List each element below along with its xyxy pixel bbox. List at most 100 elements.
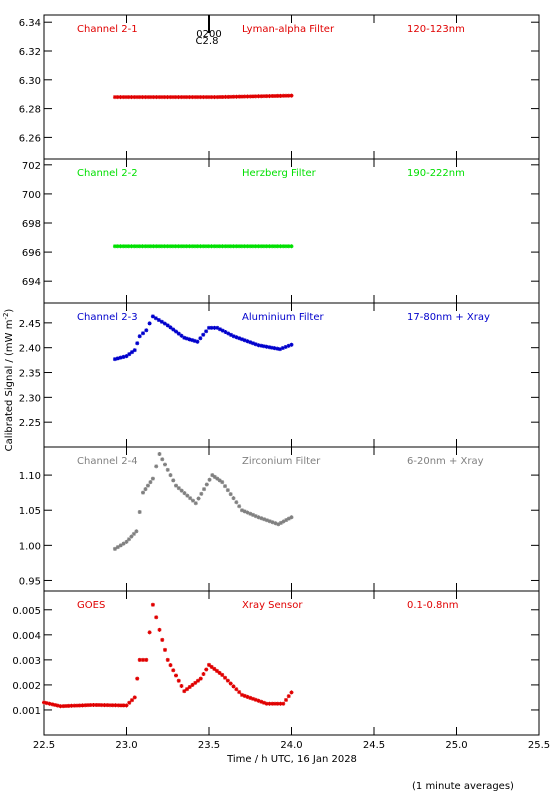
data-point: [289, 690, 294, 695]
data-point: [64, 703, 68, 708]
data-point: [50, 702, 55, 707]
data-point: [237, 504, 242, 509]
data-point: [118, 95, 123, 100]
data-point: [126, 244, 131, 249]
data-point: [250, 244, 255, 249]
data-point: [124, 539, 129, 544]
data-point: [264, 518, 269, 523]
data-point: [248, 244, 253, 249]
data-point: [61, 704, 66, 709]
data-point: [225, 678, 230, 683]
data-point: [270, 94, 275, 99]
data-point: [144, 328, 149, 333]
data-point: [168, 663, 173, 668]
data-point: [286, 516, 291, 521]
data-point: [196, 496, 201, 501]
data-point: [198, 244, 203, 249]
y-axis-label: Calibrated Signal / (mW m-2): [2, 309, 15, 452]
data-point: [212, 95, 217, 100]
data-point: [156, 317, 161, 322]
data-point: [198, 676, 203, 681]
data-point: [143, 487, 148, 492]
channel-label: Channel 2-2: [77, 168, 138, 179]
channel-label: Channel 2-4: [77, 456, 138, 467]
data-point: [154, 95, 159, 100]
filter-label: Aluminium Filter: [242, 312, 325, 323]
data-point: [143, 244, 148, 249]
data-point: [289, 244, 294, 249]
data-point: [223, 94, 228, 99]
data-point: [105, 703, 110, 708]
data-point: [215, 244, 220, 249]
data-point: [278, 93, 283, 98]
data-point: [121, 703, 126, 708]
data-point: [204, 95, 209, 100]
data-point: [198, 95, 203, 100]
data-point: [190, 244, 195, 249]
data-point: [132, 348, 137, 353]
data-point: [112, 546, 117, 551]
data-point: [80, 703, 85, 708]
data-point: [289, 93, 294, 98]
data-point: [275, 244, 280, 249]
data-point: [168, 325, 173, 330]
data-point: [179, 244, 184, 249]
data-point: [190, 498, 195, 503]
data-point: [148, 95, 153, 100]
data-point: [196, 678, 200, 683]
data-point: [135, 676, 140, 681]
channel-label: Channel 2-1: [77, 24, 138, 35]
data-point: [75, 703, 79, 708]
data-point: [182, 689, 187, 694]
data-point: [220, 94, 225, 99]
data-point: [127, 352, 132, 357]
data-point: [121, 244, 126, 249]
data-point: [223, 244, 228, 249]
data-point: [154, 244, 159, 249]
data-point: [273, 93, 277, 98]
data-point: [281, 93, 286, 98]
data-point: [278, 701, 283, 706]
y-tick-label: 2.30: [19, 393, 41, 404]
data-point: [187, 685, 192, 689]
data-point: [209, 244, 214, 249]
data-point: [207, 662, 211, 667]
data-point: [217, 478, 222, 483]
data-point: [184, 336, 189, 341]
data-point: [192, 338, 197, 343]
data-point: [275, 346, 280, 351]
panel-frame: [43, 302, 540, 448]
data-point: [264, 244, 269, 249]
data-point: [202, 487, 207, 492]
data-point: [168, 95, 173, 100]
data-point: [289, 342, 294, 347]
data-point: [234, 500, 239, 505]
data-point: [141, 490, 145, 495]
data-point: [234, 687, 239, 692]
data-point: [171, 95, 176, 100]
data-point: [248, 511, 253, 516]
data-point: [146, 244, 151, 249]
x-axis-label: Time / h UTC, 16 Jan 2028: [226, 754, 357, 765]
data-point: [72, 703, 77, 708]
data-point: [270, 244, 275, 249]
data-point: [253, 244, 258, 249]
data-point: [267, 701, 272, 706]
data-point: [283, 344, 288, 349]
data-point: [229, 94, 233, 99]
data-point: [281, 244, 286, 249]
x-tick-label: 22.5: [33, 740, 55, 751]
panel-4: 0.95 1.00 1.05 1.10 Channel 2-4 Zirconium Fil…: [19, 446, 540, 592]
y-tick-label: 0.005: [12, 606, 41, 617]
data-point: [278, 520, 283, 525]
data-point: [118, 244, 123, 249]
data-point: [270, 701, 275, 706]
data-point: [253, 94, 258, 99]
data-point: [239, 244, 244, 249]
data-point: [147, 630, 152, 635]
data-point: [190, 95, 195, 100]
data-point: [240, 337, 244, 342]
data-point: [248, 94, 253, 99]
data-point: [261, 344, 266, 349]
data-point: [209, 664, 214, 669]
